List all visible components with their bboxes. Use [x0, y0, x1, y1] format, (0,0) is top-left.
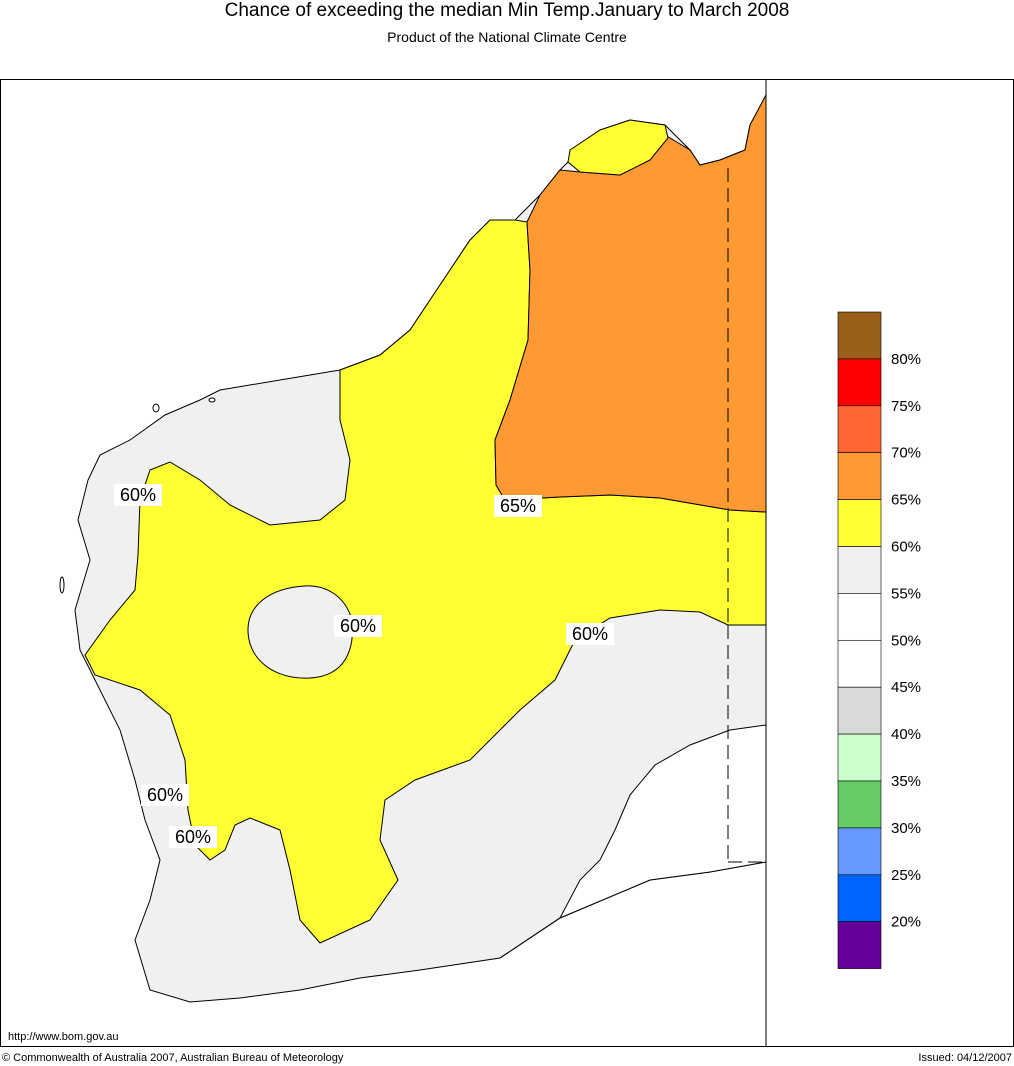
- legend-label: 25%: [891, 867, 921, 884]
- contour-label: 60%: [334, 615, 382, 637]
- legend-label: 70%: [891, 445, 921, 462]
- legend-label: 30%: [891, 820, 921, 837]
- svg-text:60%: 60%: [175, 827, 211, 847]
- legend-label: 60%: [891, 539, 921, 556]
- island: [59, 576, 65, 594]
- island: [208, 397, 216, 403]
- map-title: Chance of exceeding the median Min Temp.…: [224, 0, 790, 21]
- svg-text:60%: 60%: [340, 616, 376, 636]
- state-border-line: [727, 168, 766, 863]
- svg-text:60%: 60%: [572, 624, 608, 644]
- copyright-text: © Commonwealth of Australia 2007, Austra…: [2, 1052, 344, 1064]
- legend-label: 75%: [891, 398, 921, 415]
- legend-swatch: [837, 733, 882, 782]
- svg-text:60%: 60%: [147, 785, 183, 805]
- legend-swatch: [837, 780, 882, 829]
- contour-label: 60%: [169, 826, 217, 848]
- contour-label: 60%: [141, 784, 189, 806]
- svg-text:60%: 60%: [120, 485, 156, 505]
- map-frame: 60% 65% 60% 60% 60% 60% 80% 75% 70% 65% 60% 5…: [0, 79, 1014, 1047]
- legend-swatch: [837, 452, 882, 500]
- map-subtitle: Product of the National Climate Centre: [387, 29, 627, 45]
- legend-label: 45%: [891, 679, 921, 696]
- southeast-white-region: [499, 724, 767, 959]
- legend-swatch: [837, 311, 882, 360]
- legend-label: 50%: [891, 632, 921, 649]
- legend-swatch: [837, 499, 882, 547]
- legend-label: 20%: [891, 914, 921, 931]
- issued-date: Issued: 04/12/2007: [918, 1052, 1012, 1064]
- legend-label: 55%: [891, 585, 921, 602]
- legend-swatch: [837, 546, 882, 594]
- contour-label: 60%: [566, 623, 614, 645]
- map-canvas: 60% 65% 60% 60% 60% 60% 80% 75% 70% 65% 60% 5…: [0, 79, 1014, 1047]
- svg-text:65%: 65%: [500, 496, 536, 516]
- island: [152, 403, 160, 413]
- legend-swatch: [837, 827, 882, 876]
- legend-swatch: [837, 358, 882, 407]
- legend: 80% 75% 70% 65% 60% 55% 50% 45% 40% 35% 30% 25% 20%: [837, 311, 921, 969]
- legend-swatch: [837, 874, 882, 922]
- legend-swatch: [837, 593, 882, 641]
- contour-label: 65%: [494, 495, 542, 517]
- legend-swatch: [837, 405, 882, 453]
- legend-swatch: [837, 921, 882, 969]
- legend-swatch: [837, 639, 882, 688]
- contour-label: 60%: [114, 484, 162, 506]
- legend-swatch: [837, 686, 882, 735]
- legend-label: 65%: [891, 492, 921, 509]
- legend-label: 35%: [891, 773, 921, 790]
- source-url: http://www.bom.gov.au: [8, 1031, 119, 1043]
- legend-label: 80%: [891, 351, 921, 368]
- legend-label: 40%: [891, 726, 921, 743]
- kimberley-yellow-tip: [567, 119, 669, 176]
